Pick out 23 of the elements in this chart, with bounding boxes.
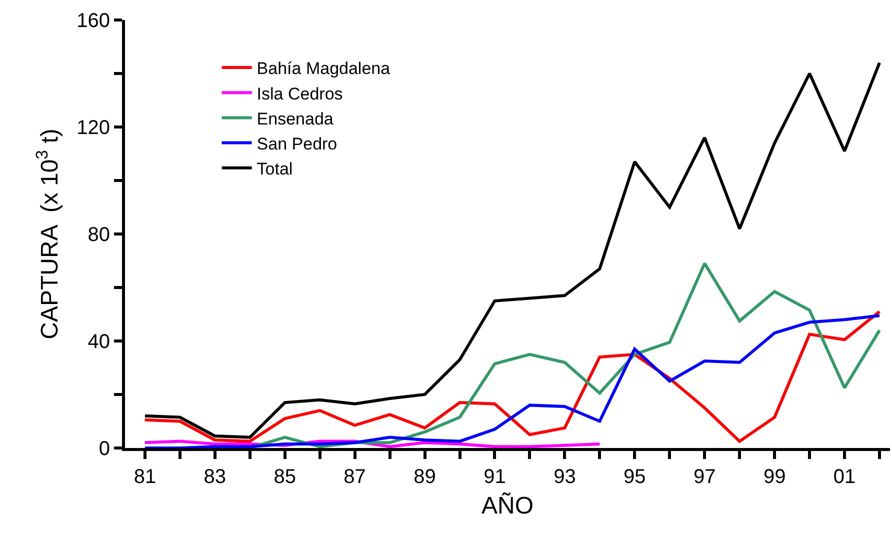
- legend-label: San Pedro: [256, 134, 338, 154]
- x-tick-label: 87: [344, 466, 366, 488]
- x-tick-label: 83: [204, 466, 226, 488]
- y-tick-label: 0: [98, 438, 110, 460]
- line-series: [143, 61, 882, 439]
- y-tick-label: 160: [76, 10, 110, 32]
- x-tick-label: 85: [274, 466, 296, 488]
- y-tick-label: 80: [88, 224, 110, 246]
- x-tick-label: 93: [554, 466, 576, 488]
- x-tick-label: 99: [763, 466, 786, 488]
- x-axis-title: AÑO: [481, 491, 534, 520]
- x-tick-label: 89: [414, 466, 436, 488]
- y-tick-label: 40: [88, 331, 110, 353]
- legend-label: Total: [256, 160, 293, 179]
- x-tick-label: 01: [833, 466, 856, 488]
- x-tick-label: 97: [693, 466, 716, 488]
- legend-label: Bahía Magdalena: [256, 59, 391, 78]
- legend-label: Isla Cedros: [256, 84, 343, 104]
- y-tick-label: 120: [76, 117, 110, 139]
- x-tick-label: 81: [134, 466, 156, 488]
- x-tick-label: 95: [624, 466, 646, 488]
- legend-label: Ensenada: [256, 109, 334, 128]
- x-tick-label: 91: [484, 466, 506, 488]
